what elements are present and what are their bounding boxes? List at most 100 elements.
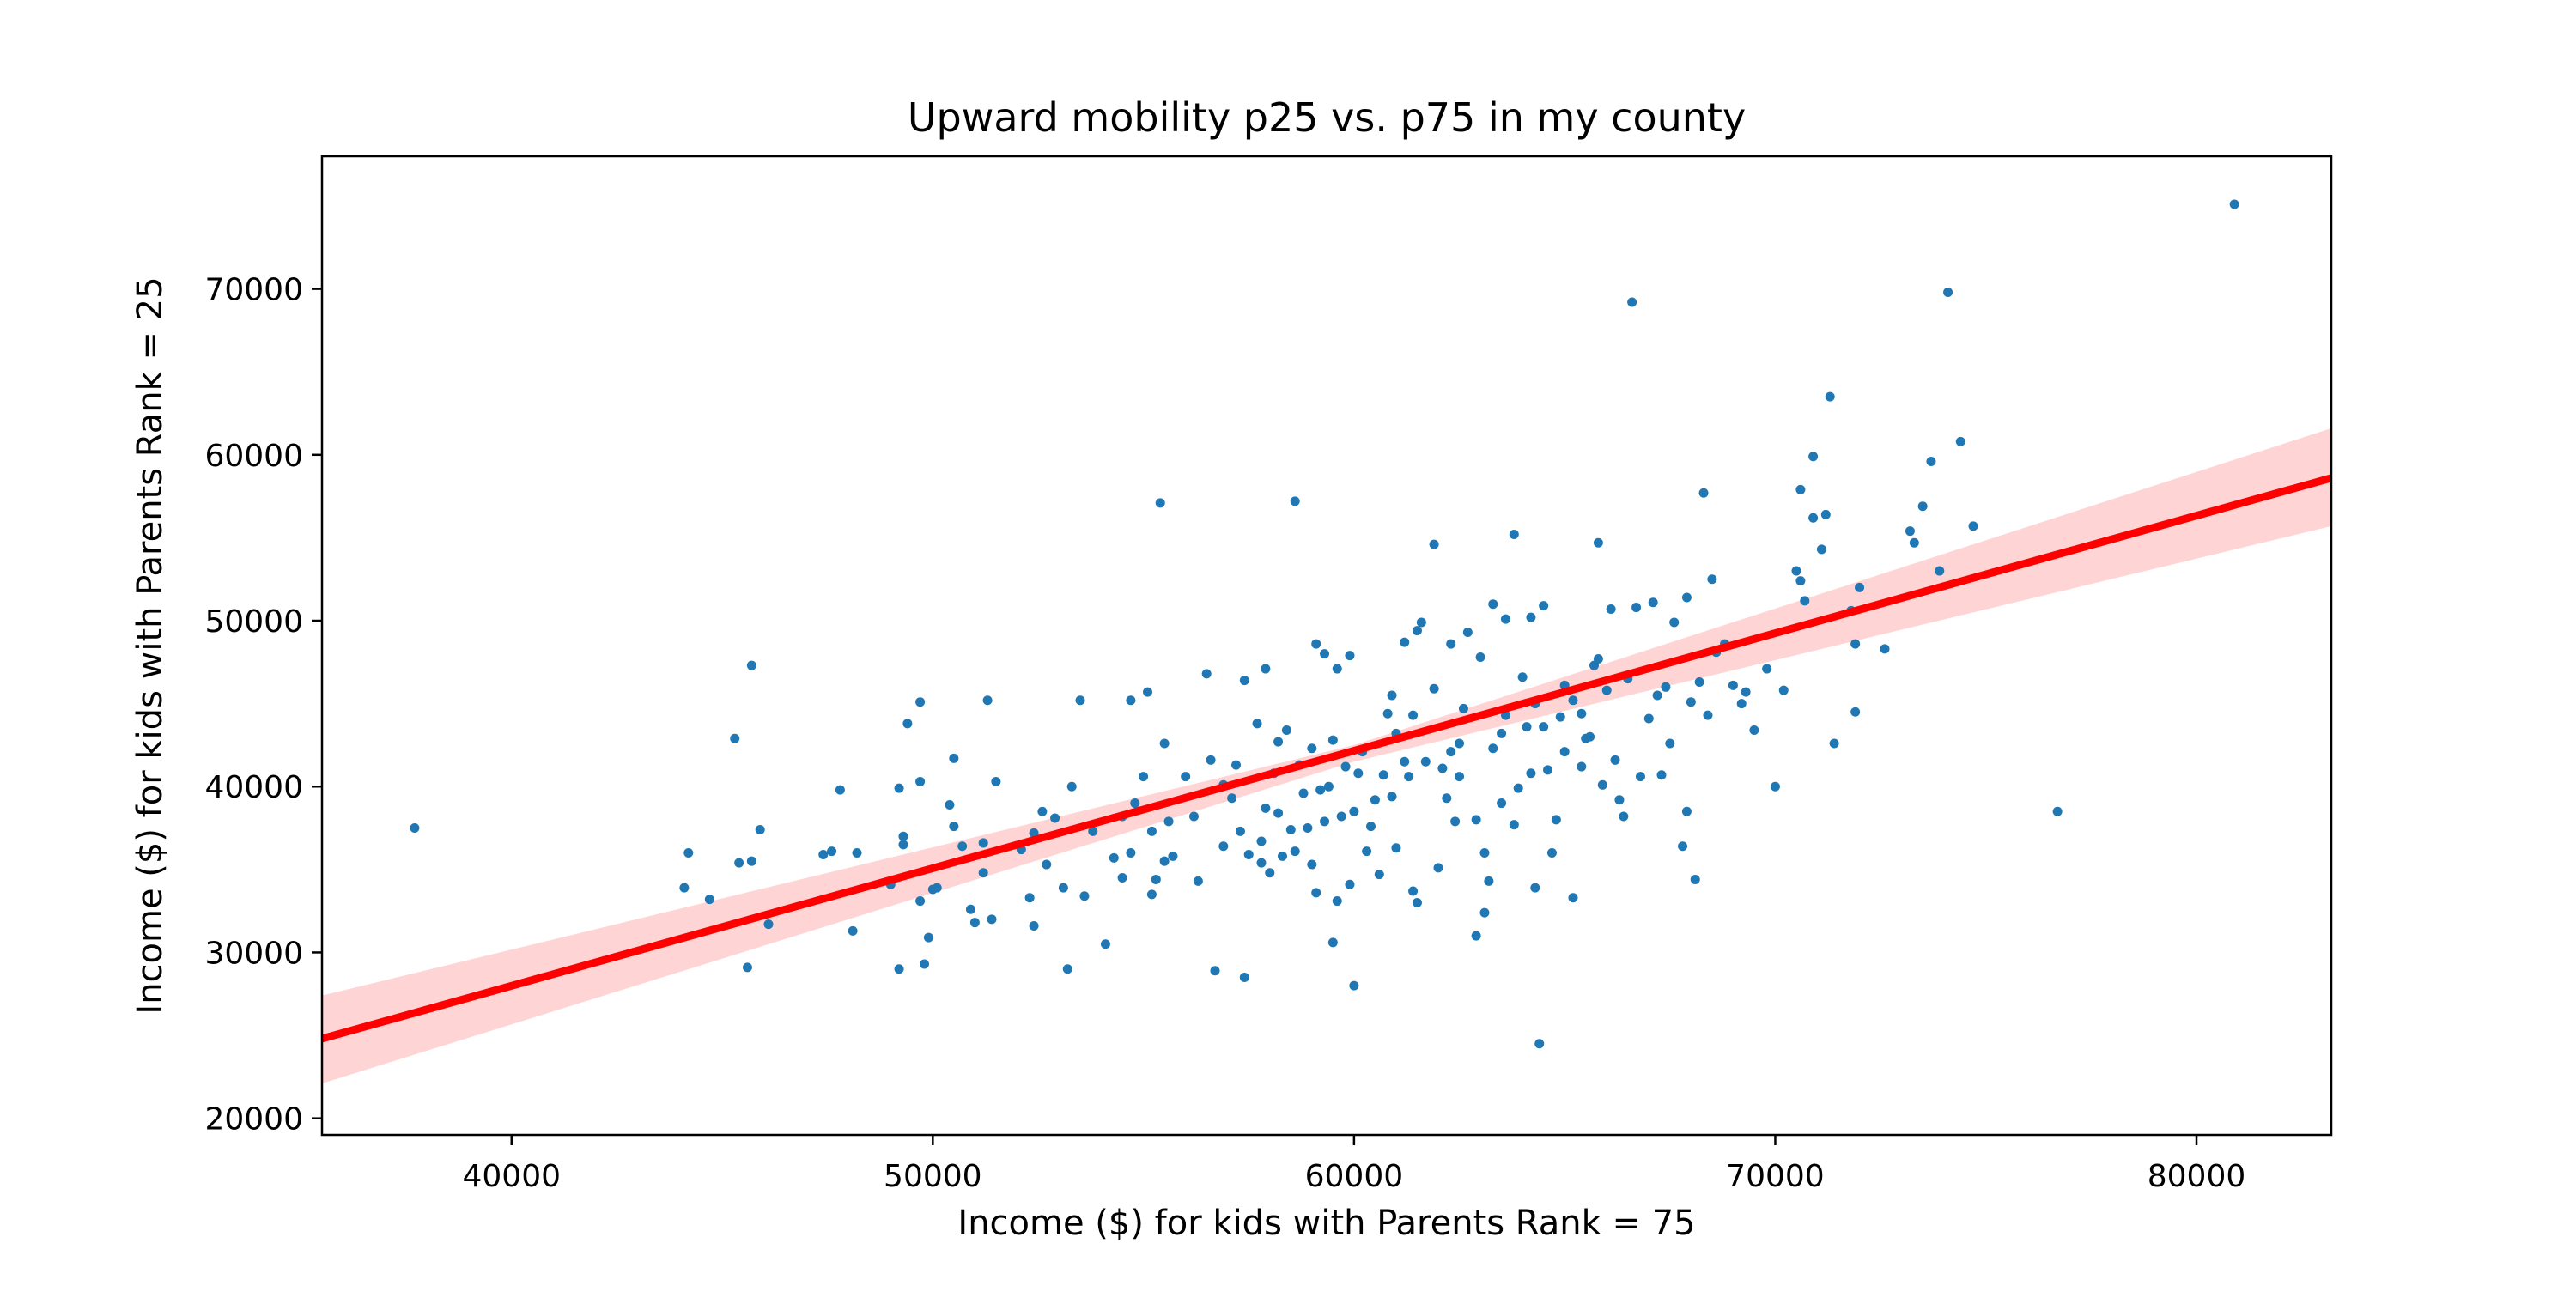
data-point [1855, 582, 1865, 592]
chart-title: Upward mobility p25 vs. p75 in my county [908, 94, 1746, 141]
data-point [1850, 639, 1861, 649]
data-point [1543, 765, 1553, 775]
data-point [1530, 883, 1540, 893]
data-point [1816, 544, 1826, 555]
data-point [1281, 725, 1291, 736]
data-point [1408, 710, 1419, 720]
data-point [683, 848, 694, 858]
data-point [1362, 846, 1372, 857]
data-point [1307, 743, 1317, 754]
data-point [704, 895, 714, 905]
data-point [894, 783, 904, 793]
data-point [1062, 964, 1072, 974]
data-point [1420, 756, 1431, 767]
data-point [1206, 755, 1216, 765]
data-point [1446, 639, 1456, 649]
data-point [835, 785, 845, 795]
data-point [1686, 697, 1696, 707]
data-point [1678, 841, 1688, 852]
data-point [1345, 651, 1355, 661]
data-point [1517, 672, 1528, 682]
data-point [1635, 772, 1645, 782]
data-point [848, 925, 858, 936]
data-point [982, 695, 993, 706]
data-point [1416, 617, 1426, 628]
data-point [1698, 488, 1709, 498]
data-point [1513, 783, 1523, 793]
data-point [742, 962, 752, 973]
data-point [1471, 931, 1481, 941]
data-point [1694, 677, 1704, 688]
data-point [1471, 815, 1481, 825]
data-point [410, 823, 420, 834]
data-point [991, 776, 1001, 786]
data-point [945, 799, 955, 810]
data-point [818, 849, 829, 859]
data-point [1568, 695, 1578, 706]
data-point [1736, 699, 1747, 709]
data-point [1320, 816, 1330, 827]
data-point [1795, 576, 1806, 586]
data-point [1345, 879, 1355, 889]
data-point [1349, 806, 1359, 816]
data-point [1509, 530, 1519, 540]
data-point [915, 776, 926, 786]
data-point [1551, 815, 1561, 825]
data-point [1669, 617, 1680, 628]
data-point [1079, 891, 1090, 901]
data-point [1458, 703, 1468, 713]
data-point [1829, 738, 1839, 749]
data-point [1151, 874, 1161, 884]
data-point [1412, 897, 1422, 907]
data-point [1193, 876, 1203, 886]
data-point [1024, 893, 1035, 903]
data-point [1488, 599, 1498, 610]
data-point [1320, 649, 1330, 659]
x-tick-label: 70000 [1726, 1159, 1825, 1194]
data-point [730, 733, 740, 743]
data-point [1239, 676, 1249, 686]
y-tick-label: 60000 [204, 439, 303, 474]
data-point [679, 883, 690, 893]
data-point [1935, 566, 1945, 576]
data-point [763, 919, 774, 930]
data-point [1412, 626, 1422, 636]
data-point [1261, 664, 1271, 674]
data-point [1370, 795, 1380, 805]
data-point [1163, 816, 1174, 827]
data-point [965, 904, 975, 914]
data-point [1442, 793, 1452, 804]
data-point [1627, 297, 1637, 307]
data-point [734, 858, 744, 868]
data-point [1066, 781, 1077, 792]
data-point [1555, 712, 1565, 722]
data-point [1374, 870, 1384, 880]
data-point [915, 896, 926, 907]
scatter-points-layer [410, 199, 2239, 1049]
data-point [1795, 484, 1806, 494]
data-point [746, 856, 756, 866]
data-point [1665, 738, 1675, 749]
data-point [978, 868, 988, 878]
data-point [949, 822, 959, 832]
data-point [1539, 722, 1549, 732]
data-point [987, 914, 997, 925]
y-axis-label: Income ($) for kids with Parents Rank = … [131, 276, 170, 1014]
data-point [1577, 708, 1587, 719]
data-point [1741, 687, 1751, 697]
data-point [1050, 813, 1060, 823]
y-tick-label: 30000 [204, 936, 303, 971]
data-point [1290, 496, 1300, 506]
data-point [1298, 788, 1309, 798]
data-point [969, 918, 980, 928]
y-tick-label: 50000 [204, 604, 303, 640]
data-point [1593, 653, 1603, 664]
data-point [1256, 858, 1267, 868]
data-point [1446, 747, 1456, 757]
data-point [1475, 652, 1485, 663]
data-point [1126, 695, 1136, 706]
y-tick-label: 70000 [204, 273, 303, 308]
